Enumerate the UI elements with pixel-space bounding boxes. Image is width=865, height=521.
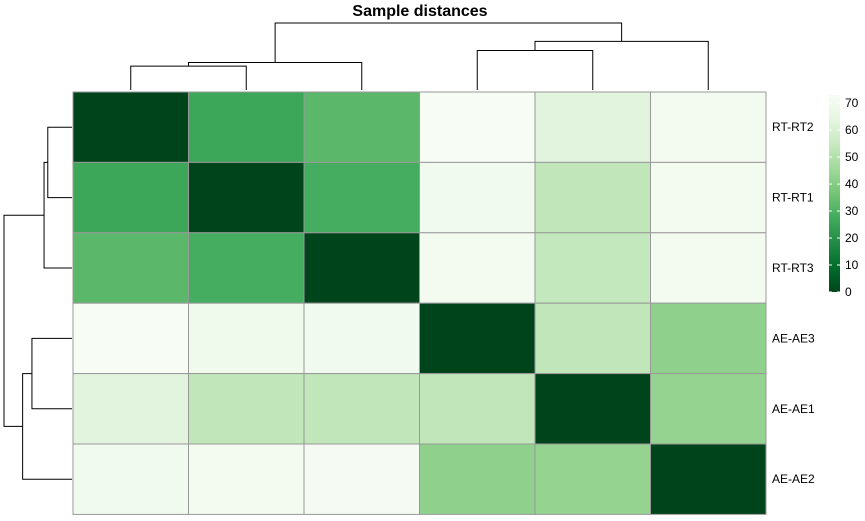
heatmap-cell	[650, 91, 767, 163]
row-label: RT-RT1	[772, 191, 814, 205]
heatmap-cell	[72, 232, 189, 304]
heatmap-cell	[419, 302, 536, 375]
heatmap-cell	[650, 232, 767, 304]
dendrogram-branch	[31, 337, 72, 410]
row-dendrogram	[3, 126, 72, 480]
heatmap-cell	[650, 443, 767, 515]
row-label: AE-AE3	[772, 331, 815, 345]
dendrogram-branch	[130, 65, 247, 90]
heatmap-cell	[188, 302, 305, 375]
heatmap-cell	[419, 161, 536, 234]
heatmap-cell	[72, 443, 189, 515]
heatmap-cell	[188, 232, 305, 304]
heatmap-cell	[188, 373, 305, 445]
heatmap-cell	[650, 373, 767, 445]
legend-tick-label: 0	[845, 285, 852, 299]
heatmap-cell	[303, 373, 420, 445]
heatmap-cell	[419, 232, 536, 304]
heatmap-cell	[534, 373, 651, 445]
chart-title: Sample distances	[352, 3, 487, 20]
heatmap-cell	[534, 443, 651, 515]
heatmap-cell	[650, 161, 767, 234]
legend-tick-label: 30	[845, 204, 859, 218]
dendrogram-branch	[476, 50, 594, 90]
color-legend: 0 10 20 30 40 50 60 70	[829, 95, 859, 299]
column-dendrogram	[130, 22, 709, 90]
heatmap-cell	[534, 232, 651, 304]
dendrogram-branch	[47, 126, 72, 199]
row-label: AE-AE1	[772, 402, 815, 416]
heatmap-cell	[72, 302, 189, 375]
dendrogram-branch	[22, 373, 72, 480]
heatmap-cell	[303, 302, 420, 375]
heatmap-cell	[650, 302, 767, 375]
legend-tick-label: 40	[845, 177, 859, 191]
row-labels: RT-RT2 RT-RT1 RT-RT3 AE-AE3 AE-AE1 AE-AE2	[772, 120, 815, 486]
row-label: RT-RT3	[772, 261, 814, 275]
heatmap-cell	[419, 443, 536, 515]
heatmap-cell	[72, 373, 189, 445]
legend-color-bar	[829, 95, 840, 292]
legend-tick-label: 20	[845, 231, 859, 245]
heatmap-cell	[534, 91, 651, 163]
heatmap-cell	[188, 443, 305, 515]
heatmap-cell	[303, 232, 420, 304]
heatmap-cell	[534, 161, 651, 234]
legend-tick-label: 70	[845, 96, 859, 110]
dendrogram-branch	[534, 40, 709, 90]
heatmap-cell	[303, 443, 420, 515]
heatmap-cell	[188, 91, 305, 163]
heatmap-cell	[419, 91, 536, 163]
heatmap-cell	[188, 161, 305, 234]
heatmap-cell	[534, 302, 651, 375]
dendrogram-branch	[274, 22, 623, 63]
row-label: RT-RT2	[772, 120, 814, 134]
legend-ticks: 0 10 20 30 40 50 60 70	[829, 96, 859, 299]
dendrogram-branch	[3, 214, 45, 427]
heatmap-cell	[72, 91, 189, 163]
legend-tick-label: 60	[845, 123, 859, 137]
legend-tick-label: 50	[845, 150, 859, 164]
heatmap-cells	[72, 91, 767, 515]
heatmap-cell	[72, 161, 189, 234]
legend-tick-label: 10	[845, 258, 859, 272]
heatmap-cell	[419, 373, 536, 445]
heatmap-cell	[303, 91, 420, 163]
row-label: AE-AE2	[772, 472, 815, 486]
heatmap-cell	[303, 161, 420, 234]
